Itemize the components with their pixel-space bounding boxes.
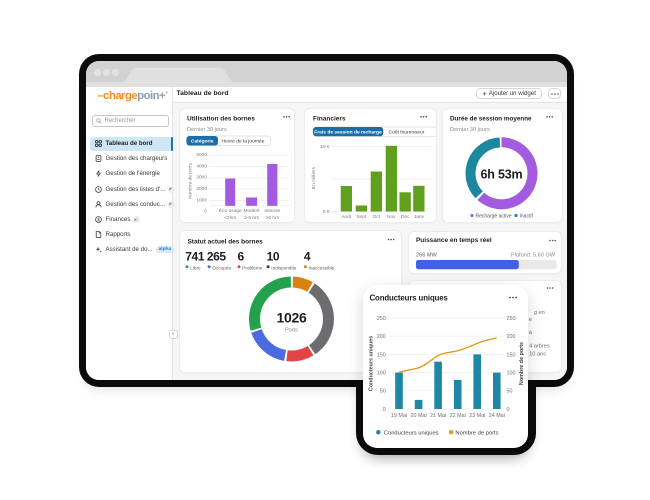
svg-text:Janv: Janv [414, 214, 425, 220]
svg-text:3000: 3000 [196, 175, 207, 181]
svg-text:0: 0 [204, 209, 207, 215]
svg-text:24 Mai: 24 Mai [489, 413, 505, 419]
svg-text:Nombre de ports: Nombre de ports [519, 342, 525, 385]
svg-text:266 MW: 266 MW [416, 252, 438, 258]
svg-text:<2hrs: <2hrs [224, 215, 237, 221]
svg-text:Oct: Oct [372, 214, 380, 220]
svg-text:Août: Août [341, 214, 352, 220]
svg-text:265: 265 [207, 250, 227, 264]
svg-text:250: 250 [377, 316, 386, 322]
svg-text:200: 200 [507, 334, 516, 340]
svg-text:Frais de session de recharge: Frais de session de recharge [314, 130, 382, 136]
svg-text:Conducteurs uniques: Conducteurs uniques [369, 336, 375, 391]
svg-text:Nov: Nov [387, 214, 396, 220]
svg-text:200: 200 [377, 334, 386, 340]
svg-text:g en: g en [534, 310, 545, 316]
svg-text:à: à [529, 330, 533, 336]
svg-text:0: 0 [383, 407, 386, 413]
svg-text:20 Mai: 20 Mai [411, 413, 427, 419]
svg-text:Inaccessible: Inaccessible [309, 266, 335, 271]
svg-text:Financiers: Financiers [313, 115, 346, 122]
svg-text:1026: 1026 [277, 309, 307, 325]
svg-text:10 ans: 10 ans [529, 351, 546, 357]
svg-text:4 arbres: 4 arbres [529, 343, 550, 349]
svg-text:Libre: Libre [190, 266, 201, 271]
svg-text:4000: 4000 [196, 164, 207, 170]
svg-text:Durée de session moyenne: Durée de session moyenne [450, 115, 532, 122]
svg-text:Nombre de ports: Nombre de ports [188, 163, 194, 199]
svg-text:741: 741 [185, 250, 205, 264]
svg-text:Dernier 30 jours: Dernier 30 jours [450, 127, 490, 133]
svg-text:22 Mai: 22 Mai [450, 413, 466, 419]
svg-text:6h 53m: 6h 53m [481, 168, 523, 182]
svg-text:2-6 hrs: 2-6 hrs [244, 215, 260, 221]
svg-text:150: 150 [507, 352, 516, 358]
svg-text:50: 50 [507, 389, 513, 395]
svg-text:5000: 5000 [196, 152, 207, 158]
svg-text:4: 4 [304, 250, 311, 264]
svg-text:0 €: 0 € [323, 209, 330, 215]
svg-text:Occupée: Occupée [212, 266, 231, 271]
svg-text:23 Mai: 23 Mai [469, 413, 485, 419]
svg-text:19 Mai: 19 Mai [391, 413, 407, 419]
svg-text:Statut actuel des bornes: Statut actuel des bornes [187, 239, 263, 246]
svg-text:Ports: Ports [285, 327, 298, 333]
svg-text:Inactif: Inactif [520, 214, 534, 220]
svg-text:Conducteurs uniques: Conducteurs uniques [384, 431, 439, 437]
svg-text:100: 100 [377, 371, 386, 377]
svg-text:2000: 2000 [196, 186, 207, 192]
svg-text:21 Mai: 21 Mai [430, 413, 446, 419]
svg-text:Sept: Sept [356, 214, 367, 220]
svg-text:Nombre de ports: Nombre de ports [455, 431, 498, 437]
svg-text:50: 50 [380, 389, 386, 395]
svg-text:En milliers: En milliers [311, 166, 317, 189]
svg-text:6: 6 [237, 250, 244, 264]
svg-text:>6 hrs: >6 hrs [266, 215, 280, 221]
svg-text:100: 100 [507, 371, 516, 377]
svg-text:0: 0 [507, 407, 510, 413]
svg-text:Conducteurs uniques: Conducteurs uniques [370, 294, 449, 303]
svg-text:10 €: 10 € [320, 144, 330, 150]
svg-text:250: 250 [507, 316, 516, 322]
svg-text:Utilisation des bornes: Utilisation des bornes [187, 115, 255, 122]
svg-text:1000: 1000 [196, 198, 207, 204]
svg-text:Plafond: 5.60 GW: Plafond: 5.60 GW [511, 252, 556, 258]
svg-text:Heure de la journée: Heure de la journée [222, 139, 265, 145]
svg-text:e: e [529, 317, 532, 323]
svg-text:Déc: Déc [401, 214, 410, 220]
svg-text:Catégorie: Catégorie [191, 139, 214, 145]
svg-text:Problème: Problème [242, 266, 262, 271]
svg-text:Dernier 30 jours: Dernier 30 jours [187, 127, 227, 133]
svg-text:Intense: Intense [264, 208, 280, 214]
svg-text:Recharge active: Recharge active [476, 214, 512, 220]
svg-text:Indisponible: Indisponible [271, 266, 296, 271]
svg-text:Coût fournisseur: Coût fournisseur [388, 130, 424, 136]
svg-text:Puissance en temps réel: Puissance en temps réel [416, 237, 492, 244]
svg-text:10: 10 [267, 250, 280, 264]
svg-text:Éco-usage: Éco-usage [219, 207, 242, 214]
svg-text:Modéré: Modéré [243, 208, 260, 214]
svg-text:150: 150 [377, 352, 386, 358]
